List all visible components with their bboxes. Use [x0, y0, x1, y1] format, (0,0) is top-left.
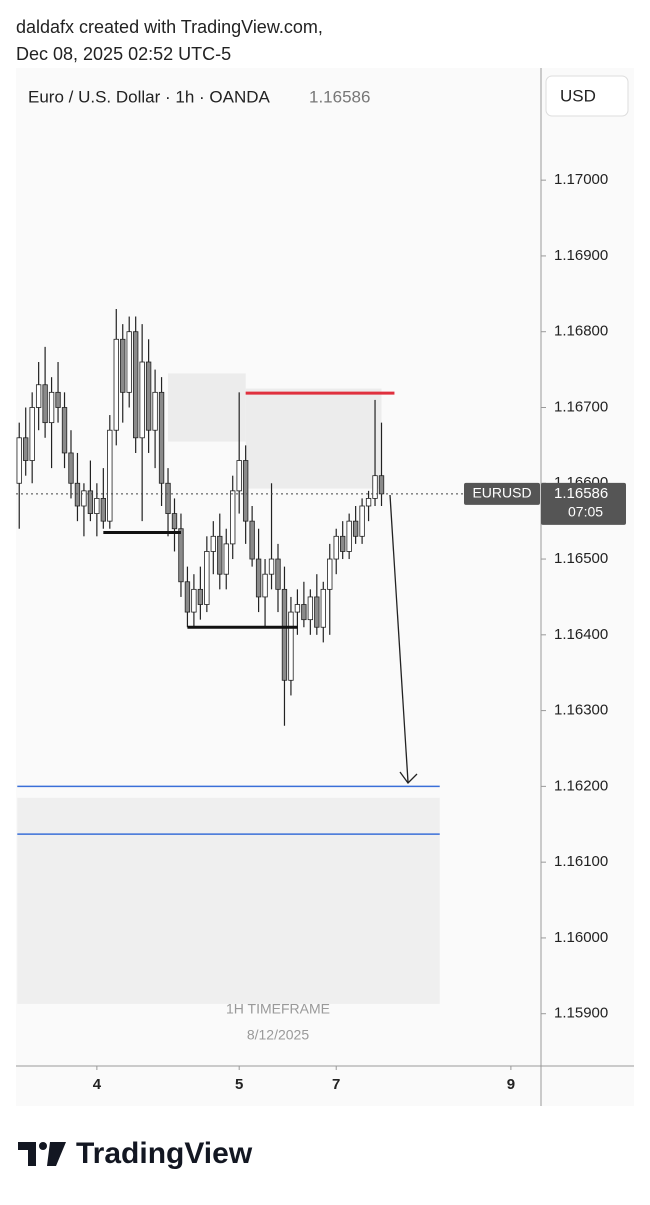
y-tick-label: 1.16500 — [554, 550, 608, 567]
candle-body — [288, 611, 294, 681]
candle-body — [126, 331, 132, 393]
candle-body — [204, 551, 210, 605]
candle-body — [48, 391, 55, 424]
candle-body — [333, 535, 339, 560]
currency-box[interactable] — [545, 75, 629, 117]
candle-body — [87, 490, 94, 514]
candle-body — [242, 460, 249, 522]
candle-body — [120, 338, 126, 393]
candle-body — [210, 535, 216, 552]
candle-body — [301, 604, 307, 621]
candle-body — [68, 452, 74, 484]
candle-body — [133, 331, 139, 439]
candle-body — [23, 437, 29, 461]
candle-body — [314, 596, 320, 628]
candle-body — [74, 482, 81, 507]
candle-body — [340, 535, 346, 552]
candle-body — [359, 505, 365, 537]
candle-body — [275, 558, 281, 590]
candle-body — [197, 588, 204, 605]
price-tag — [541, 482, 626, 525]
x-tick-label: 5 — [235, 1076, 243, 1093]
y-tick-label: 1.17000 — [554, 171, 608, 188]
symbol-tag — [464, 482, 540, 505]
brand-name: TradingView — [76, 1137, 253, 1170]
y-tick-label: 1.16400 — [554, 626, 608, 643]
candle-body — [184, 581, 191, 613]
projection-arrow — [389, 494, 418, 784]
candle-body — [42, 384, 48, 424]
annotation-timeframe: 1H TIMEFRAME — [226, 1001, 330, 1017]
candle-body — [171, 513, 178, 530]
y-tick-label: 1.16200 — [554, 777, 608, 794]
candle-body — [35, 384, 42, 408]
candle-body — [281, 588, 288, 681]
author-line: daldafx created with TradingView.com, — [16, 17, 323, 37]
y-tick-label: 1.16800 — [554, 323, 608, 340]
plot — [16, 179, 546, 1070]
x-tick-label: 9 — [507, 1076, 515, 1093]
candle-body — [55, 391, 61, 408]
currency: USD — [560, 86, 596, 105]
y-tick-label: 1.16000 — [554, 929, 608, 946]
candle-body — [346, 520, 352, 552]
candle-body — [255, 558, 262, 598]
candle-body — [223, 543, 229, 575]
candle-body — [16, 437, 22, 484]
date-line: Dec 08, 2025 02:52 UTC-5 — [16, 44, 231, 64]
candle-body — [320, 588, 326, 628]
symbol-tag-label: EURUSD — [472, 485, 531, 501]
candle-body — [262, 573, 268, 598]
y-tick-label: 1.15900 — [554, 1005, 608, 1022]
candle-body — [307, 596, 314, 621]
zone — [245, 388, 382, 489]
candle-body — [268, 558, 275, 575]
y-tick-label: 1.16900 — [554, 247, 608, 264]
candle-body — [178, 528, 184, 583]
candle-body — [191, 588, 197, 613]
candle-body — [378, 475, 385, 495]
candle-body — [145, 361, 152, 431]
annotation-date: 8/12/2025 — [247, 1027, 309, 1043]
zone — [168, 373, 246, 442]
candle-body — [61, 407, 68, 454]
candle-body — [165, 482, 171, 514]
candle-body — [107, 429, 113, 522]
candle-body — [152, 391, 158, 431]
brand-logo — [18, 1142, 66, 1166]
candle-body — [100, 498, 106, 522]
candle-body — [139, 361, 145, 439]
zone — [17, 797, 440, 1004]
candle-body — [352, 520, 359, 537]
candle-body — [230, 490, 236, 545]
candle-body — [327, 558, 333, 590]
candle-body — [94, 498, 100, 514]
candle-body — [81, 490, 87, 507]
y-tick-label: 1.16700 — [554, 398, 608, 415]
symbol-price: 1.16586 — [309, 87, 370, 106]
y-tick-label: 1.16100 — [554, 853, 608, 870]
candle-body — [236, 460, 242, 492]
candle-body — [365, 498, 372, 507]
x-tick-label: 7 — [332, 1076, 340, 1093]
candle-body — [294, 604, 301, 613]
candle-body — [217, 535, 223, 575]
price-tag-label: 1.16586 — [554, 485, 608, 502]
countdown-label: 07:05 — [568, 504, 603, 520]
symbol-title: Euro / U.S. Dollar · 1h · OANDA — [28, 87, 271, 106]
candle-body — [372, 475, 378, 499]
x-tick-label: 4 — [93, 1076, 102, 1093]
candle-body — [29, 407, 35, 461]
candle-body — [249, 520, 255, 560]
candle-body — [113, 338, 119, 431]
y-tick-label: 1.16300 — [554, 702, 608, 719]
candle-body — [158, 391, 165, 484]
